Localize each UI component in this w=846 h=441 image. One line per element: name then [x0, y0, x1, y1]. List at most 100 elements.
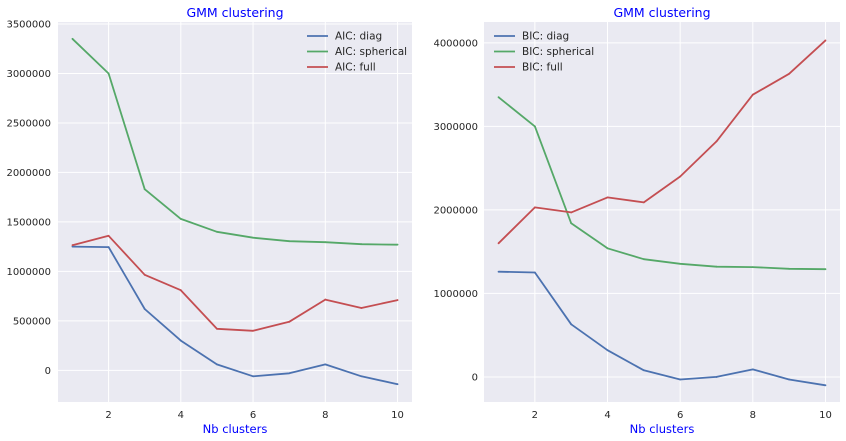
grid: [484, 22, 840, 402]
series-line-aic-spherical: [71, 38, 398, 246]
data-point: [71, 244, 74, 247]
data-point: [606, 196, 609, 199]
legend-label: BIC: full: [522, 62, 563, 74]
legend-label: BIC: diag: [522, 31, 569, 43]
chart-aic: 2 4 6 8 10 0 500000 1000000 1500000 2000000 250000…: [6, 5, 412, 436]
y-tick-label: 2500000: [6, 118, 51, 129]
x-tick-label: 4: [604, 410, 610, 421]
data-point: [143, 273, 146, 276]
series-line-bic-spherical: [497, 96, 826, 271]
y-tick-label: 1500000: [6, 217, 51, 228]
data-point: [396, 383, 399, 386]
data-point: [71, 245, 74, 248]
data-point: [679, 175, 682, 178]
y-tick-label: 2000000: [433, 205, 478, 216]
y-tick-label: 0: [472, 372, 478, 383]
data-point: [252, 236, 254, 239]
legend: BIC: diag BIC: spherical BIC: full: [494, 31, 594, 74]
chart-title: GMM clustering: [186, 5, 283, 20]
grid: [58, 22, 412, 402]
data-point: [497, 242, 500, 245]
x-tick-label: 8: [750, 410, 756, 421]
data-point: [824, 268, 827, 271]
data-point: [824, 39, 827, 42]
series-line-aic-full: [72, 234, 398, 332]
data-point: [288, 372, 291, 375]
x-axis-label: Nb clusters: [630, 422, 695, 436]
data-point: [216, 327, 218, 330]
data-point: [751, 93, 754, 96]
x-tick-label: 10: [819, 410, 832, 421]
data-point: [107, 246, 110, 249]
data-point: [360, 243, 363, 246]
data-point: [324, 241, 327, 244]
x-tick-label: 2: [532, 410, 538, 421]
chart-bic: 2 4 6 8 10 0 1000000 2000000 3000000 4000000 GMM c…: [433, 5, 840, 436]
data-point: [71, 37, 74, 40]
x-axis-label: Nb clusters: [203, 422, 268, 436]
data-point: [824, 384, 827, 387]
data-point: [396, 243, 399, 246]
x-tick-label: 2: [105, 410, 111, 421]
data-point: [751, 266, 754, 269]
data-point: [143, 188, 146, 191]
y-tick-label: 0: [45, 366, 51, 377]
data-point: [324, 298, 327, 301]
data-point: [642, 369, 645, 372]
y-tick-label: 3000000: [433, 122, 478, 133]
data-point: [360, 307, 363, 309]
data-point: [788, 378, 791, 381]
data-point: [788, 267, 791, 270]
data-point: [715, 140, 718, 143]
legend-label: AIC: spherical: [335, 46, 407, 58]
data-point: [533, 271, 536, 274]
x-tick-label: 6: [250, 410, 256, 421]
data-point: [570, 222, 573, 225]
y-tick-label: 2000000: [6, 168, 51, 179]
x-tick-label: 10: [391, 410, 404, 421]
legend-label: AIC: full: [335, 62, 376, 74]
legend-label: AIC: diag: [335, 31, 382, 43]
legend: AIC: diag AIC: spherical AIC: full: [307, 31, 407, 74]
y-tick-label: 3500000: [6, 19, 51, 30]
data-point: [715, 265, 718, 268]
data-point: [216, 230, 218, 233]
data-point: [642, 201, 645, 204]
y-tick-label: 1000000: [433, 289, 478, 300]
legend-label: BIC: spherical: [522, 46, 594, 58]
data-point: [396, 299, 399, 301]
data-point: [288, 320, 291, 323]
data-point: [642, 258, 645, 261]
data-point: [179, 339, 182, 342]
series-line-bic-diag: [498, 270, 826, 387]
data-point: [107, 72, 110, 75]
data-point: [570, 323, 573, 326]
data-point: [679, 262, 682, 265]
y-tick-label: 1000000: [6, 267, 51, 278]
data-point: [360, 375, 363, 378]
data-point: [497, 96, 500, 99]
y-tick-label: 4000000: [433, 38, 478, 49]
chart-title: GMM clustering: [613, 5, 710, 20]
data-point: [216, 363, 218, 366]
data-point: [252, 375, 254, 378]
data-point: [288, 240, 291, 243]
data-point: [606, 349, 609, 352]
data-point: [179, 289, 182, 292]
data-point: [143, 308, 146, 310]
y-tick-label: 3000000: [6, 69, 51, 80]
data-point: [570, 211, 573, 214]
data-point: [179, 218, 182, 220]
data-point: [715, 376, 718, 378]
x-tick-label: 6: [677, 410, 683, 421]
data-point: [679, 378, 682, 381]
x-tick-label: 8: [322, 410, 328, 421]
data-point: [788, 72, 791, 75]
data-point: [533, 206, 536, 209]
y-tick-label: 500000: [13, 316, 51, 327]
data-point: [533, 125, 536, 128]
data-point: [497, 270, 500, 273]
series-line-aic-diag: [72, 245, 398, 386]
data-point: [606, 247, 609, 250]
